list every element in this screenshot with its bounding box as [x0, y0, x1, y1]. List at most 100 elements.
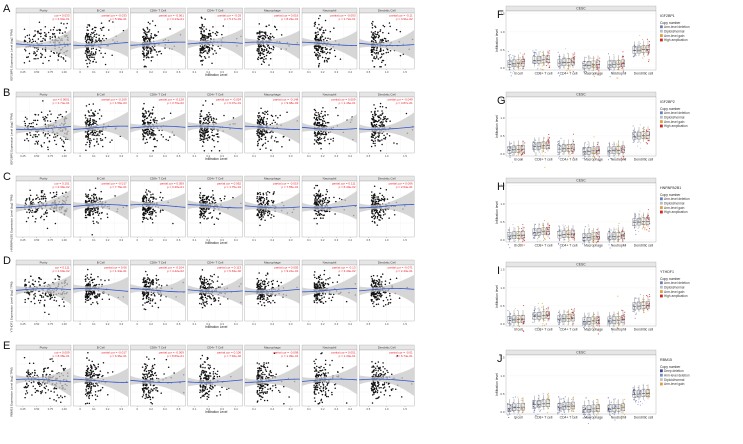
data-point: [377, 36, 380, 39]
data-point: [316, 53, 319, 56]
data-point: [86, 62, 88, 65]
data-point: [94, 41, 96, 43]
x-tick-label: 1.0: [385, 70, 389, 74]
data-point: [145, 57, 148, 59]
data-point: [268, 191, 271, 194]
data-point: [263, 134, 265, 136]
data-point: [34, 30, 36, 32]
data-point: [327, 138, 329, 141]
data-point: [172, 222, 174, 225]
data-point: [268, 64, 270, 66]
data-point: [256, 134, 259, 136]
panel-title: Macrophage: [264, 261, 281, 265]
data-point: [387, 51, 389, 54]
panel-title: Dendritic Cell: [378, 177, 396, 181]
data-point: [258, 294, 260, 297]
data-point: [257, 281, 260, 284]
data-point: [49, 120, 52, 123]
data-point: [262, 193, 265, 196]
x-tick-label: 0.3: [119, 154, 123, 158]
data-point: [259, 214, 262, 216]
data-point: [149, 38, 151, 41]
data-point: [90, 32, 93, 34]
data-point: [204, 131, 206, 133]
data-point: [89, 56, 91, 59]
data-point: [96, 130, 98, 133]
data-point: [211, 62, 213, 65]
data-point: [30, 122, 33, 125]
data-point: [200, 212, 202, 215]
data-point: [265, 54, 268, 57]
data-point: [92, 281, 94, 284]
data-point: [374, 215, 377, 218]
data-point: [147, 199, 150, 202]
data-point: [86, 195, 88, 197]
data-point: [28, 60, 31, 62]
x-tick-label: 0: [79, 154, 81, 158]
data-point: [86, 122, 88, 124]
data-point: [144, 65, 146, 67]
data-point: [90, 51, 93, 53]
data-point: [145, 282, 148, 284]
data-point: [260, 137, 262, 140]
data-point: [200, 138, 203, 141]
data-point: [374, 217, 376, 219]
data-point: [144, 277, 146, 279]
data-point: [258, 272, 260, 274]
data-point: [202, 59, 204, 61]
data-point: [379, 30, 381, 33]
data-point: [316, 123, 318, 125]
data-point: [62, 140, 65, 143]
data-point: [318, 64, 320, 67]
data-point: [142, 278, 145, 281]
data-point: [199, 194, 201, 196]
data-point: [97, 112, 99, 115]
data-point: [47, 146, 49, 148]
data-point: [203, 286, 205, 289]
data-point: [44, 120, 46, 122]
data-point: [84, 214, 87, 217]
data-point: [145, 189, 148, 191]
data-point: [370, 51, 373, 54]
correlation-text: partial.cor = -0.049: [388, 98, 413, 102]
data-point: [155, 274, 158, 277]
data-point: [38, 302, 41, 304]
data-point: [323, 214, 325, 216]
data-point: [322, 120, 324, 122]
data-point: [260, 202, 262, 205]
data-point: [203, 35, 205, 37]
data-point: [151, 49, 153, 52]
data-point: [30, 200, 32, 203]
data-point: [142, 137, 145, 139]
data-point: [217, 300, 220, 302]
data-point: [333, 196, 335, 199]
data-point: [266, 294, 268, 296]
data-point: [39, 33, 42, 35]
data-point: [313, 117, 316, 119]
x-tick-label: 0.2: [106, 70, 110, 74]
data-point: [317, 49, 319, 52]
x-tick-label: 0.25: [20, 238, 26, 242]
data-point: [381, 132, 383, 135]
data-point: [146, 211, 149, 214]
data-point: [314, 113, 316, 115]
data-point: [90, 303, 92, 306]
data-point: [207, 295, 209, 297]
data-point: [263, 116, 265, 118]
data-point: [47, 133, 49, 135]
data-point: [34, 198, 37, 200]
data-point: [273, 191, 275, 193]
data-point: [149, 216, 152, 219]
data-point: [383, 199, 386, 202]
data-point: [93, 144, 96, 147]
data-point: [34, 40, 37, 43]
data-point: [142, 115, 144, 117]
data-point: [85, 32, 88, 35]
y-axis-label: IGF2BP2 Expression Level (log2 TPM): [10, 113, 14, 165]
data-point: [93, 134, 96, 136]
data-point: [257, 130, 259, 132]
data-point: [210, 297, 212, 300]
x-tick-label: 0.4: [234, 154, 238, 158]
